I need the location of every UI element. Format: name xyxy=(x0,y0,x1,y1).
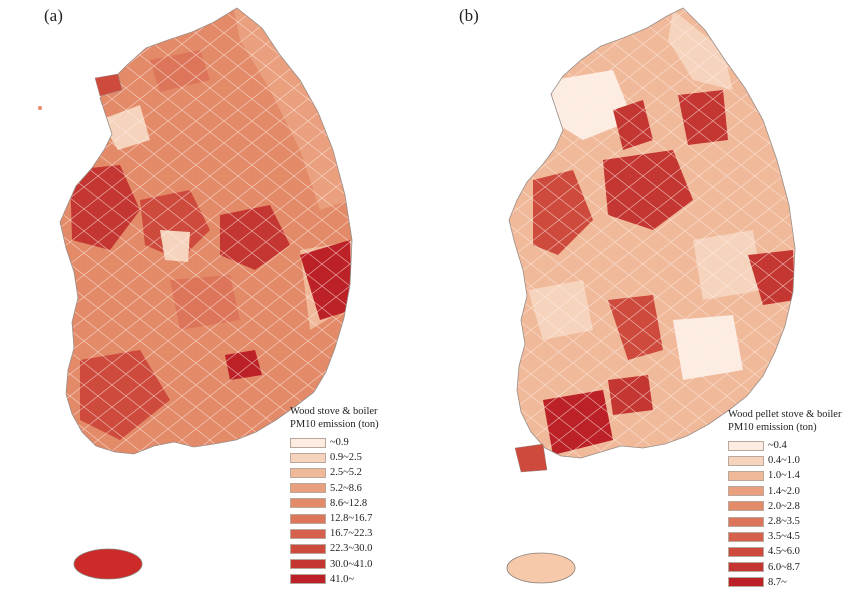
legend-b: Wood pellet stove & boiler PM10 emission… xyxy=(728,408,841,590)
legend-swatch-b xyxy=(728,455,764,466)
legend-item-a: 0.9~2.5 xyxy=(290,450,379,465)
legend-label-b: 1.0~1.4 xyxy=(768,470,800,482)
legend-a: Wood stove & boiler PM10 emission (ton) … xyxy=(290,405,379,587)
legend-item-a: 16.7~22.3 xyxy=(290,526,379,541)
legend-label-a: ~0.9 xyxy=(330,437,349,449)
legend-swatch-b xyxy=(728,516,764,527)
legend-title-a-line2: PM10 emission (ton) xyxy=(290,419,379,430)
legend-label-b: ~0.4 xyxy=(768,440,787,452)
legend-swatch-b xyxy=(728,546,764,557)
legend-swatch-b xyxy=(728,470,764,481)
korea-choropleth-map-a xyxy=(38,7,353,580)
legend-item-a: 5.2~8.6 xyxy=(290,481,379,496)
island-ganghwa-a xyxy=(94,73,123,97)
legend-swatch-b xyxy=(728,577,764,588)
legend-label-b: 8.7~ xyxy=(768,576,787,588)
legend-label-b: 3.5~4.5 xyxy=(768,531,800,543)
legend-label-a: 8.6~12.8 xyxy=(330,497,368,509)
legend-label-a: 2.5~5.2 xyxy=(330,467,362,479)
jeju-island-b xyxy=(506,552,576,584)
legend-label-b: 0.4~1.0 xyxy=(768,455,800,467)
legend-label-a: 41.0~ xyxy=(330,573,355,585)
legend-item-a: 30.0~41.0 xyxy=(290,557,379,572)
legend-swatch-a xyxy=(290,528,326,539)
legend-item-b: 8.7~ xyxy=(728,575,841,590)
legend-label-a: 5.2~8.6 xyxy=(330,482,362,494)
panel-a: (a) Wood stove & boiler PM10 emission (t… xyxy=(0,0,432,597)
legend-title-a-line1: Wood stove & boiler xyxy=(290,406,378,417)
legend-label-a: 22.3~30.0 xyxy=(330,543,373,555)
legend-item-a: 8.6~12.8 xyxy=(290,496,379,511)
legend-item-b: 6.0~8.7 xyxy=(728,560,841,575)
legend-item-b: 2.0~2.8 xyxy=(728,499,841,514)
legend-item-b: 1.4~2.0 xyxy=(728,484,841,499)
legend-swatch-b xyxy=(728,440,764,451)
legend-label-b: 6.0~8.7 xyxy=(768,561,800,573)
legend-item-a: 22.3~30.0 xyxy=(290,541,379,556)
legend-item-a: 2.5~5.2 xyxy=(290,465,379,480)
map-a-outline xyxy=(59,7,353,455)
legend-label-b: 2.0~2.8 xyxy=(768,500,800,512)
legend-label-a: 12.8~16.7 xyxy=(330,513,373,525)
panel-b: (b) Wood pellet stove & boiler PM10 emis… xyxy=(433,0,865,597)
legend-label-b: 4.5~6.0 xyxy=(768,546,800,558)
legend-item-b: 0.4~1.0 xyxy=(728,453,841,468)
jeju-island-a xyxy=(73,548,143,580)
legend-swatch-a xyxy=(290,543,326,554)
island-small-a xyxy=(38,106,42,110)
legend-item-a: 12.8~16.7 xyxy=(290,511,379,526)
legend-item-b: 1.0~1.4 xyxy=(728,468,841,483)
legend-item-b: ~0.4 xyxy=(728,438,841,453)
map-b-outline xyxy=(508,7,796,459)
korea-choropleth-map-b xyxy=(506,7,796,584)
legend-title-b-line1: Wood pellet stove & boiler xyxy=(728,409,842,420)
legend-item-b: 2.8~3.5 xyxy=(728,514,841,529)
legend-swatch-a xyxy=(290,467,326,478)
legend-swatch-a xyxy=(290,452,326,463)
legend-label-b: 1.4~2.0 xyxy=(768,485,800,497)
panel-label-b: (b) xyxy=(459,6,479,25)
legend-label-b: 2.8~3.5 xyxy=(768,516,800,528)
panel-label-a: (a) xyxy=(44,6,63,25)
legend-label-a: 16.7~22.3 xyxy=(330,528,373,540)
legend-item-a: ~0.9 xyxy=(290,435,379,450)
legend-swatch-a xyxy=(290,483,326,494)
legend-item-a: 41.0~ xyxy=(290,572,379,587)
legend-label-a: 30.0~41.0 xyxy=(330,558,373,570)
legend-label-a: 0.9~2.5 xyxy=(330,452,362,464)
legend-title-b-line2: PM10 emission (ton) xyxy=(728,422,817,433)
legend-swatch-a xyxy=(290,498,326,509)
legend-swatch-a xyxy=(290,437,326,448)
legend-swatch-a xyxy=(290,559,326,570)
legend-swatch-a xyxy=(290,513,326,524)
legend-item-b: 3.5~4.5 xyxy=(728,529,841,544)
legend-swatch-b xyxy=(728,486,764,497)
island-southwest-b xyxy=(514,443,548,473)
legend-swatch-b xyxy=(728,531,764,542)
legend-item-b: 4.5~6.0 xyxy=(728,544,841,559)
legend-swatch-b xyxy=(728,562,764,573)
legend-swatch-a xyxy=(290,574,326,585)
legend-swatch-b xyxy=(728,501,764,512)
